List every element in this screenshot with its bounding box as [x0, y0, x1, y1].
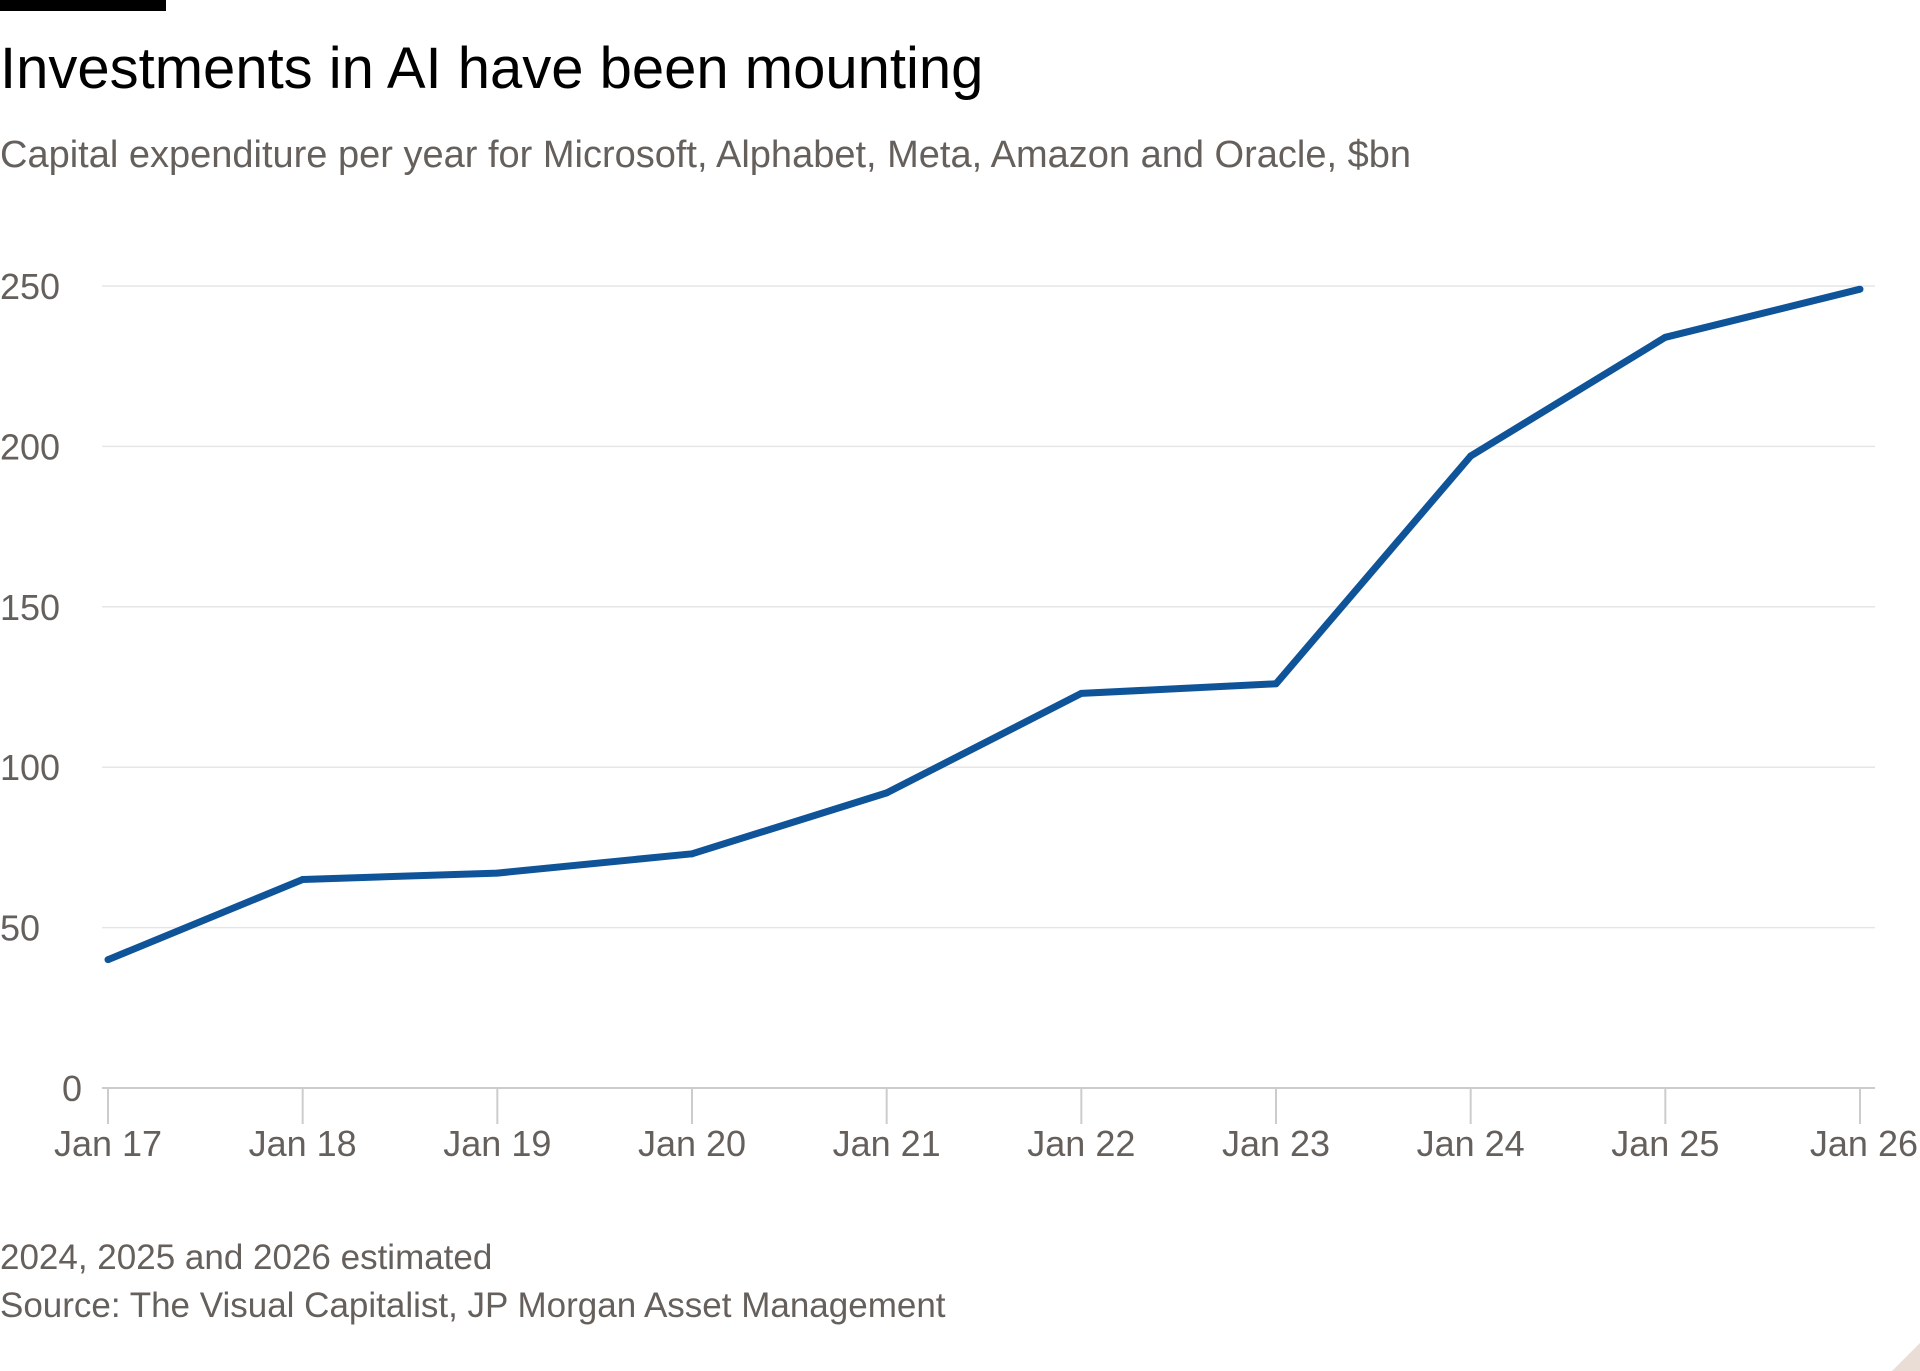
x-tick-label: Jan 26: [1810, 1123, 1918, 1164]
y-tick-label: 150: [0, 587, 60, 628]
gridlines: [102, 285, 1875, 929]
series-layer: [104, 285, 1864, 964]
data-point: [299, 875, 307, 883]
x-tick-label: Jan 23: [1222, 1123, 1330, 1164]
data-point: [883, 789, 891, 797]
series-line: [106, 285, 1861, 963]
y-tick-label: 50: [0, 908, 40, 949]
y-tick-label: 200: [0, 426, 60, 467]
data-point: [1856, 285, 1864, 293]
x-tick-label: Jan 21: [833, 1123, 941, 1164]
y-tick-label: 0: [62, 1068, 82, 1109]
x-tick-label: Jan 18: [249, 1123, 357, 1164]
source-note: Source: The Visual Capitalist, JP Morgan…: [0, 1286, 946, 1325]
x-tick-label: Jan 24: [1417, 1123, 1525, 1164]
x-tick-label: Jan 17: [54, 1123, 162, 1164]
corner-fold-mark: [1892, 1343, 1920, 1371]
data-point: [1077, 689, 1085, 697]
x-tick-label: Jan 19: [443, 1123, 551, 1164]
y-tick-label: 250: [0, 266, 60, 307]
data-point: [493, 869, 501, 877]
x-tick-label: Jan 25: [1611, 1123, 1719, 1164]
top-accent-bar: [0, 0, 166, 11]
data-point: [1661, 333, 1669, 341]
x-tick-label: Jan 22: [1027, 1123, 1135, 1164]
chart-subtitle: Capital expenditure per year for Microso…: [0, 134, 1411, 176]
data-point: [104, 956, 112, 964]
data-point: [688, 850, 696, 858]
x-tick-label: Jan 20: [638, 1123, 746, 1164]
y-axis-tick-labels: 0 50 100 150 200 250: [0, 266, 82, 1109]
data-point: [1272, 680, 1280, 688]
chart-title: Investments in AI have been mounting: [0, 36, 984, 101]
y-tick-label: 100: [0, 747, 60, 788]
footnote-estimates: 2024, 2025 and 2026 estimated: [0, 1238, 493, 1277]
data-point: [1467, 452, 1475, 460]
x-axis: Jan 17 Jan 18 Jan 19 Jan 20 Jan 21 Jan 22 Jan …: [54, 1087, 1918, 1164]
